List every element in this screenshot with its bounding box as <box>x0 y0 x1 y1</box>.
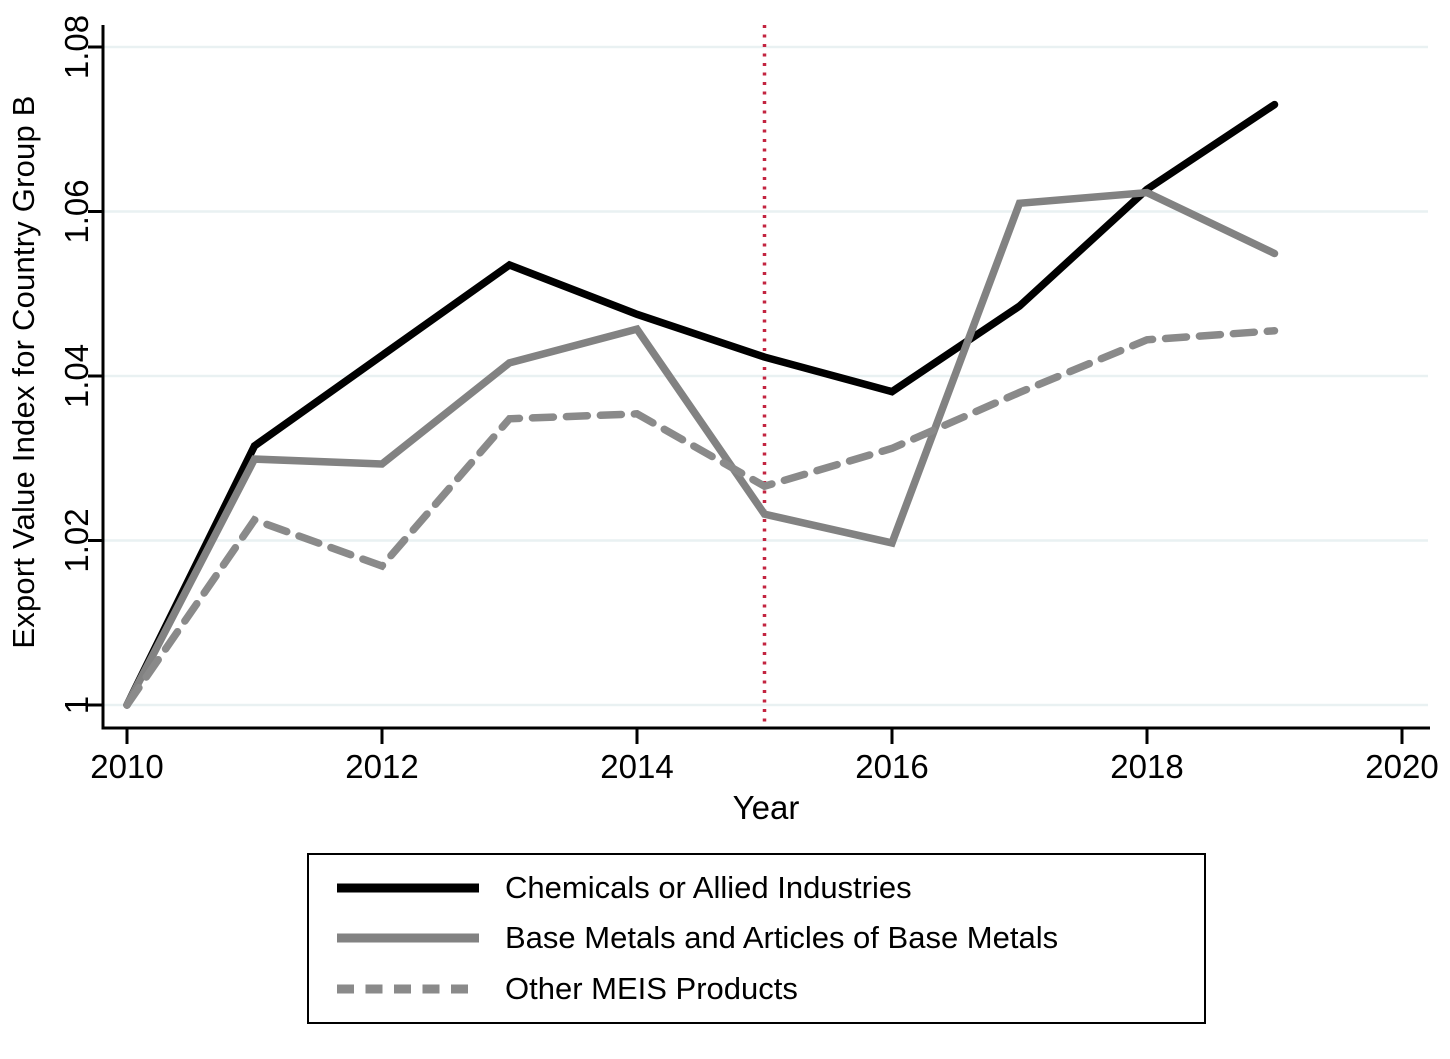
x-tick-label: 2016 <box>855 748 928 785</box>
legend-row: Chemicals or Allied Industries <box>335 865 1204 911</box>
legend-label-chemicals: Chemicals or Allied Industries <box>505 870 912 906</box>
y-tick-label: 1.02 <box>58 508 95 572</box>
x-tick-label: 2012 <box>345 748 418 785</box>
legend-label-base-metals: Base Metals and Articles of Base Metals <box>505 920 1059 956</box>
x-tick-label: 2020 <box>1365 748 1438 785</box>
y-tick-label: 1.06 <box>58 179 95 243</box>
legend-box: Chemicals or Allied Industries Base Meta… <box>307 853 1206 1024</box>
y-tick-label: 1.04 <box>58 344 95 408</box>
legend-swatch-other-meis <box>337 984 479 994</box>
legend-swatch-base-metals <box>337 933 479 943</box>
series-line-2 <box>123 327 1279 709</box>
legend-swatch-chemicals <box>337 883 479 893</box>
x-tick-label: 2010 <box>90 748 163 785</box>
series-line-0 <box>123 100 1279 709</box>
x-axis-title: Year <box>732 789 800 826</box>
x-tick-label: 2014 <box>600 748 673 785</box>
plot-area: 1 1.02 1.04 1.06 1.08 2010 2012 2014 2016 2018 202… <box>58 15 1439 785</box>
legend-row: Base Metals and Articles of Base Metals <box>335 915 1204 961</box>
x-tick-label: 2018 <box>1110 748 1183 785</box>
legend-row: Other MEIS Products <box>335 966 1204 1012</box>
legend-label-other-meis: Other MEIS Products <box>505 970 798 1006</box>
y-tick-label: 1.08 <box>58 15 95 79</box>
series-line-1 <box>123 188 1279 709</box>
y-tick-label: 1 <box>58 696 95 714</box>
